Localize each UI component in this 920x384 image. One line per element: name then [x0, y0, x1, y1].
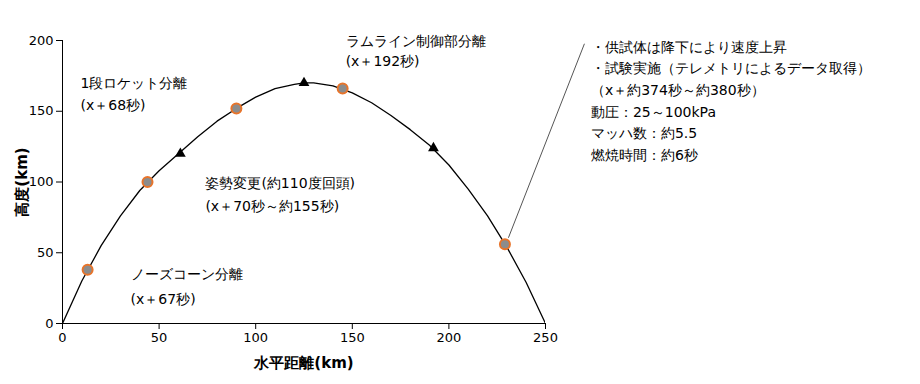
svg-text:150: 150 — [340, 330, 365, 345]
svg-text:ラムライン制御部分離(x＋192秒): ラムライン制御部分離(x＋192秒) — [346, 33, 486, 69]
svg-text:0: 0 — [45, 316, 53, 331]
svg-text:50: 50 — [151, 330, 168, 345]
svg-text:姿勢変更(約110度回頭)(x＋70秒～約155秒): 姿勢変更(約110度回頭)(x＋70秒～約155秒) — [205, 175, 355, 213]
svg-text:水平距離(km): 水平距離(km) — [253, 354, 353, 372]
svg-text:250: 250 — [533, 330, 558, 345]
svg-text:150: 150 — [29, 103, 54, 118]
svg-text:高度(km): 高度(km) — [13, 147, 31, 216]
svg-text:・供試体は降下により速度上昇・試験実施（テレメトリによるデー: ・供試体は降下により速度上昇・試験実施（テレメトリによるデータ取得）（x＋約37… — [591, 39, 871, 164]
svg-text:100: 100 — [29, 174, 54, 189]
svg-text:200: 200 — [29, 33, 54, 48]
svg-text:0: 0 — [58, 330, 66, 345]
svg-text:100: 100 — [243, 330, 268, 345]
svg-text:50: 50 — [37, 245, 54, 260]
svg-text:1段ロケット分離(x＋68秒): 1段ロケット分離(x＋68秒) — [81, 75, 188, 113]
svg-text:ノーズコーン分離(x＋67秒): ノーズコーン分離(x＋67秒) — [131, 266, 243, 307]
svg-text:200: 200 — [436, 330, 461, 345]
